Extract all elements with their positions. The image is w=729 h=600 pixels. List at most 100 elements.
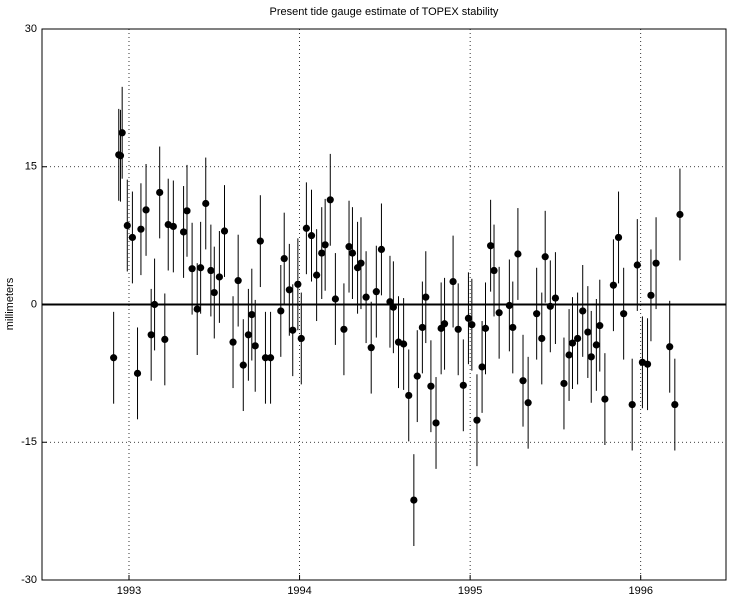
point <box>362 293 370 301</box>
point <box>464 314 473 322</box>
x-tick-label: 1993 <box>117 585 141 597</box>
point <box>179 228 188 236</box>
y-tick-label: -15 <box>21 436 37 448</box>
point <box>142 206 150 214</box>
point <box>345 243 353 251</box>
point <box>277 307 285 315</box>
point <box>592 341 600 349</box>
point <box>357 259 365 267</box>
point <box>538 334 546 343</box>
point <box>348 249 357 257</box>
point <box>285 286 293 294</box>
point <box>251 342 259 350</box>
point <box>628 400 636 409</box>
point <box>546 302 554 310</box>
point <box>596 322 604 330</box>
point <box>400 340 408 348</box>
point <box>244 331 252 339</box>
point <box>560 379 568 388</box>
point <box>326 196 334 204</box>
x-tick-label: 1994 <box>287 585 311 597</box>
point <box>449 277 457 286</box>
point <box>459 381 467 389</box>
point <box>422 293 430 301</box>
point <box>666 343 674 351</box>
point <box>202 199 210 208</box>
point <box>565 351 573 359</box>
point <box>432 419 440 427</box>
point <box>321 241 329 249</box>
point <box>524 399 532 407</box>
point <box>495 309 503 317</box>
point <box>643 360 652 368</box>
point <box>372 288 380 296</box>
point <box>150 300 159 309</box>
point <box>169 222 177 231</box>
point <box>676 210 684 219</box>
point <box>427 382 435 390</box>
point <box>652 259 660 267</box>
point <box>487 242 495 250</box>
point <box>490 266 498 275</box>
point <box>110 354 118 362</box>
point <box>239 361 247 369</box>
point <box>468 321 476 329</box>
point <box>294 280 302 288</box>
y-axis-label: millimeters <box>4 277 16 330</box>
point <box>413 372 421 380</box>
point <box>193 305 201 313</box>
point <box>207 266 215 275</box>
point <box>161 335 169 343</box>
point <box>313 271 321 279</box>
point <box>280 254 288 263</box>
point <box>473 416 481 424</box>
point <box>620 310 628 318</box>
point <box>579 307 587 315</box>
point <box>377 245 386 253</box>
point <box>514 250 522 258</box>
point <box>118 129 126 137</box>
point <box>418 323 426 332</box>
point <box>266 354 275 362</box>
point <box>633 261 641 269</box>
point <box>509 323 517 332</box>
point <box>210 288 218 297</box>
point <box>197 264 205 272</box>
point <box>215 273 223 281</box>
y-tick-label: 15 <box>25 161 37 173</box>
point <box>609 281 618 289</box>
point <box>568 339 577 347</box>
point <box>478 363 486 371</box>
point <box>248 311 256 319</box>
point <box>307 232 316 240</box>
point <box>220 227 229 235</box>
point <box>128 233 137 242</box>
point <box>156 188 164 197</box>
x-tick-label: 1995 <box>458 585 482 597</box>
point <box>551 294 560 302</box>
point <box>289 326 297 334</box>
point <box>147 331 155 339</box>
point <box>541 253 549 261</box>
point <box>183 207 191 215</box>
point <box>481 324 490 332</box>
chart-title: Present tide gauge estimate of TOPEX sta… <box>270 6 499 18</box>
plot-frame <box>41 28 727 581</box>
point <box>505 301 513 310</box>
point <box>331 295 339 303</box>
point <box>405 391 413 400</box>
point <box>133 369 142 377</box>
point <box>671 400 679 409</box>
point <box>261 354 270 362</box>
point <box>302 224 310 232</box>
point <box>533 310 541 318</box>
point <box>410 496 418 504</box>
point <box>584 328 592 336</box>
point <box>574 334 582 343</box>
y-tick-label: -30 <box>21 574 37 586</box>
y-tick-label: 30 <box>25 23 37 35</box>
point <box>386 298 394 306</box>
point <box>256 237 264 245</box>
